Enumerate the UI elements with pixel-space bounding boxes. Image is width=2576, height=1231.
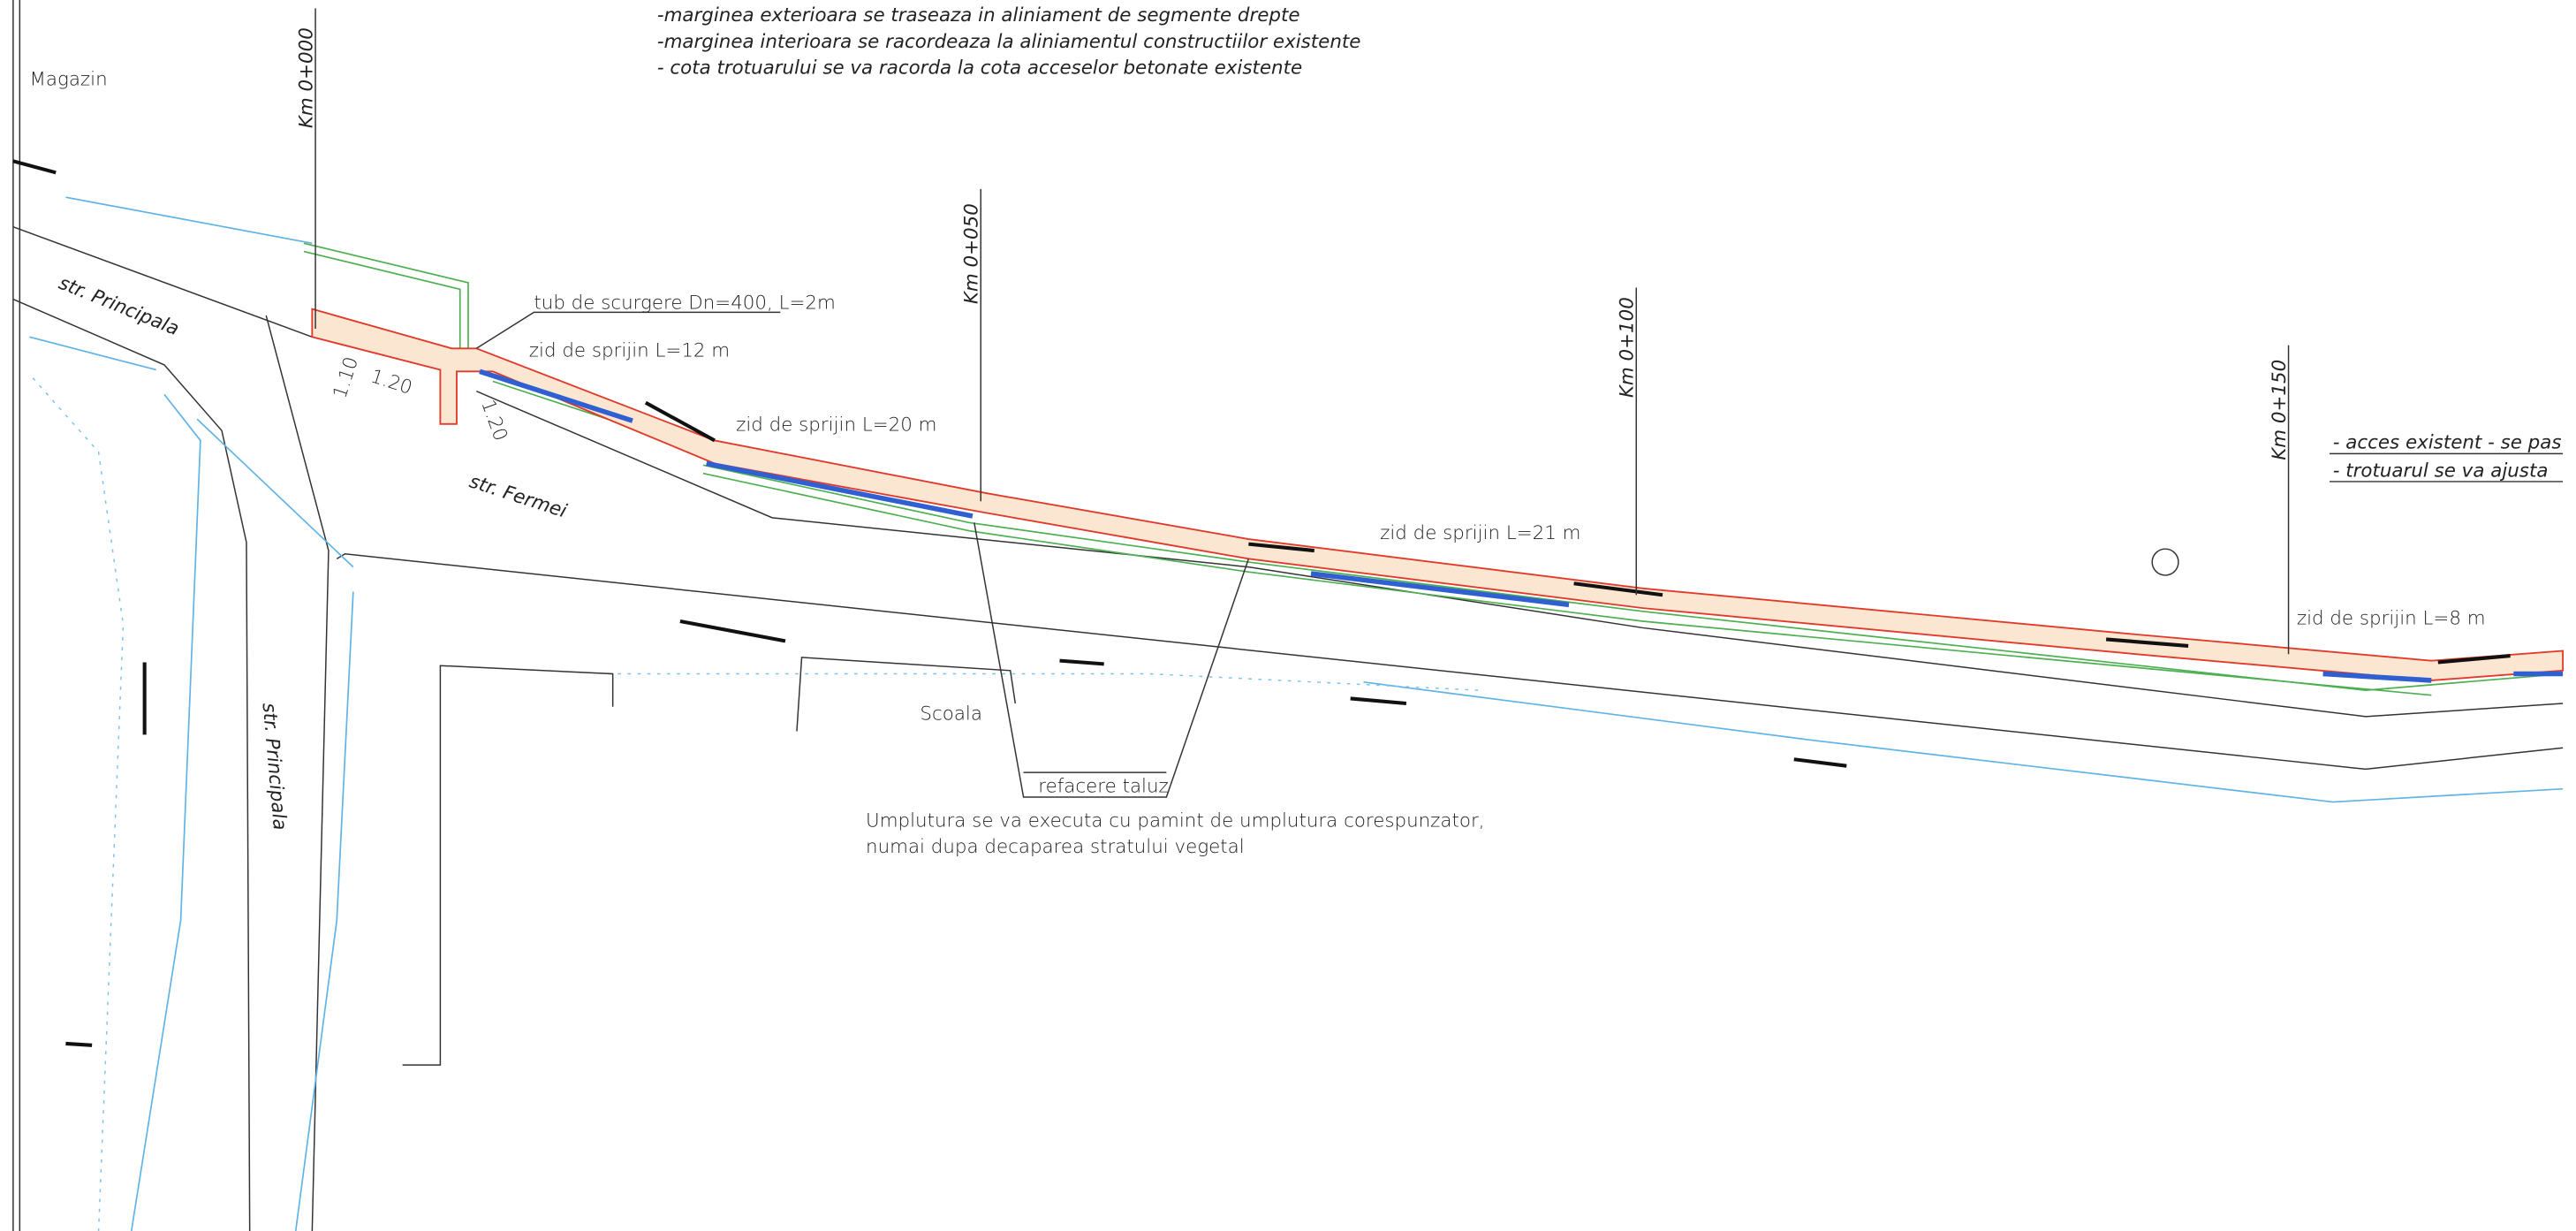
annotation: tub de scurgere Dn=400, L=2m: [534, 293, 835, 315]
school-outline: [402, 657, 1017, 1066]
note: - acces existent - se pas: [2333, 432, 2562, 454]
note: -marginea interioara se racordeaza la al…: [657, 31, 1361, 53]
annotation: zid de sprijin L=8 m: [2297, 608, 2486, 630]
chainage-label: Km 0+100: [1617, 297, 1639, 398]
leaders: [475, 311, 2564, 576]
annotation: zid de sprijin L=21 m: [1380, 522, 1580, 544]
note: Umplutura se va executa cu pamint de ump…: [866, 809, 1484, 832]
chainage-label: Km 0+000: [295, 27, 317, 128]
chainage-label: Km 0+150: [2269, 360, 2291, 460]
place-label: Scoala: [920, 703, 982, 726]
street-label: str. Fermei: [466, 470, 569, 522]
note: - cota trotuarului se va racorda la cota…: [657, 57, 1302, 80]
annotation: zid de sprijin L=20 m: [736, 414, 936, 436]
note: -marginea exterioara se traseaza in alin…: [657, 4, 1300, 27]
sidewalk: [311, 308, 2565, 681]
note: - trotuarul se va ajusta: [2333, 460, 2549, 482]
place-label: Magazin: [29, 69, 107, 91]
annotation: zid de sprijin L=12 m: [529, 340, 730, 362]
green-lines: [303, 242, 2564, 696]
note: numai dupa decaparea stratului vegetal: [866, 836, 1245, 858]
retaining-walls: [479, 369, 2564, 683]
dimension: 1.10: [329, 354, 362, 401]
access-marks: [12, 159, 2511, 1047]
chainage-label: Km 0+050: [961, 203, 983, 304]
dimension: 1.20: [368, 365, 415, 399]
street-label: str. Principala: [258, 702, 291, 831]
annotation: refacere taluz: [1038, 775, 1168, 797]
chainage-lines: [314, 8, 2290, 655]
slope-outline: [974, 522, 1250, 798]
